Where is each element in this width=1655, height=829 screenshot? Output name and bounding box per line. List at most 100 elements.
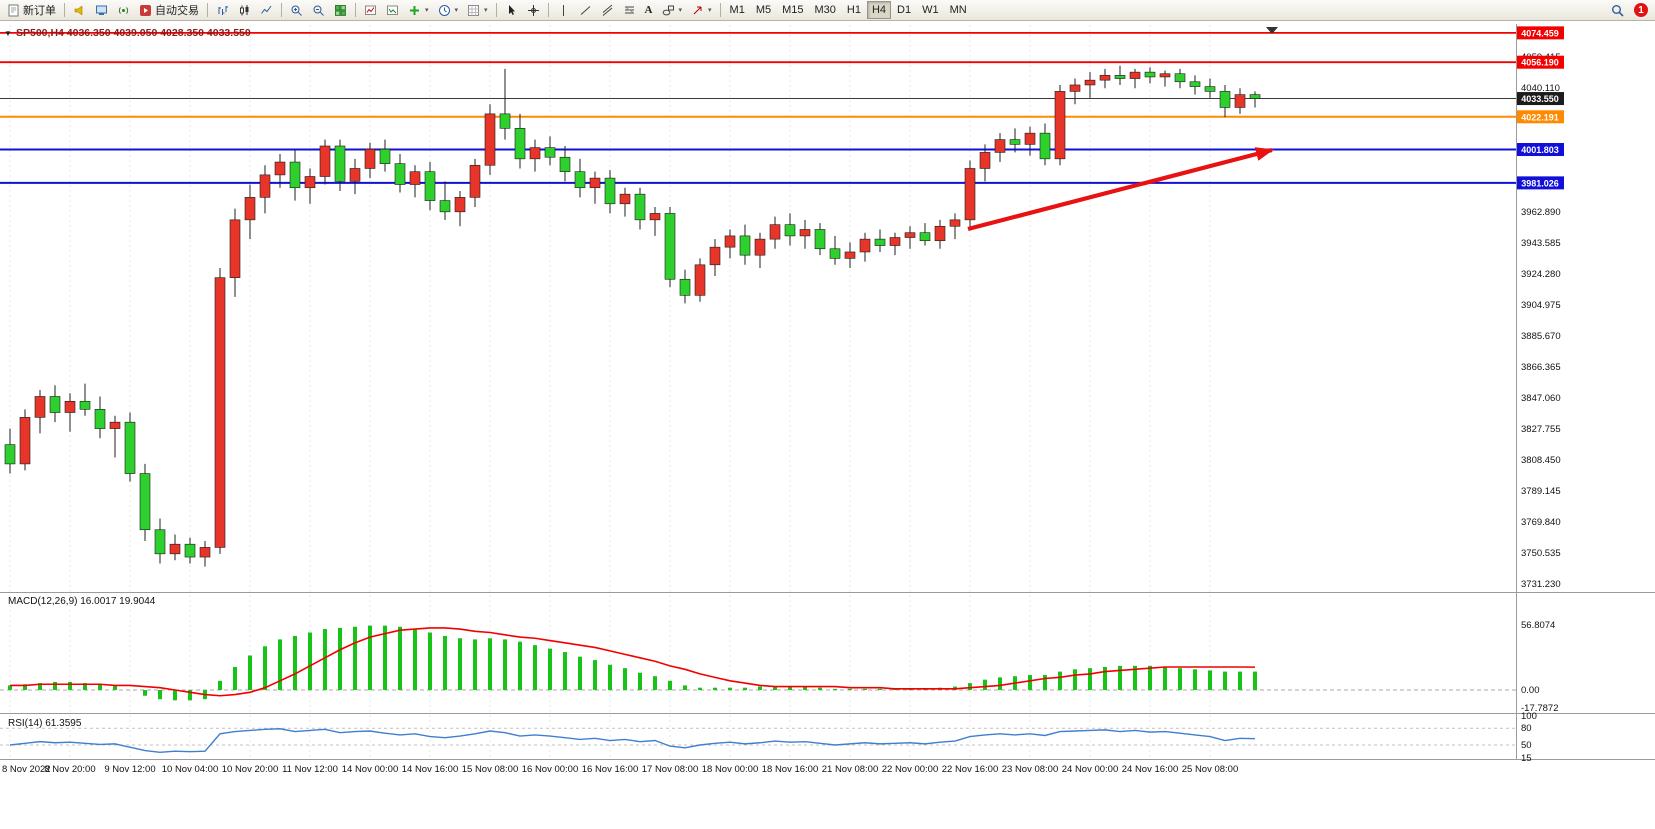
price-tag-label: 4022.191: [1521, 112, 1559, 122]
timeframe-m15[interactable]: M15: [777, 1, 808, 19]
notification-badge[interactable]: 1: [1634, 3, 1648, 17]
price-chart-canvas[interactable]: 4059.4154040.1103962.8903943.5853924.280…: [0, 21, 1655, 824]
zoom-out-button[interactable]: [308, 1, 329, 19]
macd-histogram-bar: [728, 687, 732, 690]
price-tag: [1517, 176, 1564, 190]
axis-label: 3731.230: [1521, 579, 1561, 590]
candle: [304, 176, 316, 189]
chart-shift-marker[interactable]: [1266, 27, 1278, 34]
candle: [94, 409, 106, 429]
time-label: 10 Nov 04:00: [162, 764, 219, 775]
candle: [949, 219, 961, 227]
chevron-down-icon: ▾: [708, 7, 712, 14]
add-indicator-button[interactable]: ▾: [404, 1, 433, 19]
candle: [1114, 75, 1126, 79]
terminal-button[interactable]: [91, 1, 112, 19]
macd-histogram-bar: [1193, 669, 1197, 690]
macd-histogram-bar: [158, 690, 162, 700]
macd-histogram-bar: [263, 646, 267, 690]
autotrade-button[interactable]: 自动交易: [135, 1, 203, 19]
new-order-button[interactable]: 新订单: [3, 1, 60, 19]
axis-label: 3885.670: [1521, 331, 1561, 342]
channel-button[interactable]: [597, 1, 618, 19]
macd-histogram-bar: [758, 686, 762, 690]
macd-histogram-bar: [1103, 667, 1107, 690]
arrow-tool-icon: [693, 6, 702, 14]
crosshair-button[interactable]: [523, 1, 544, 19]
time-label: 24 Nov 00:00: [1062, 764, 1119, 775]
horizontal-level-lines[interactable]: [0, 31, 1516, 184]
trend-arrow-annotation[interactable]: [967, 147, 1274, 232]
timeframe-w1[interactable]: W1: [917, 1, 944, 19]
chevron-down-icon: ▾: [454, 7, 459, 14]
macd-histogram-bar: [1118, 665, 1122, 690]
macd-histogram-bar: [788, 686, 792, 690]
macd-histogram-bar: [668, 680, 672, 690]
macd-histogram-bar: [143, 690, 147, 696]
new-order-label: 新订单: [23, 5, 56, 17]
zoom-in-button[interactable]: [286, 1, 307, 19]
time-label: 9 Nov 12:00: [104, 764, 155, 775]
candle: [694, 264, 706, 296]
macd-histogram-bar: [68, 681, 72, 690]
candle: [754, 238, 766, 256]
search-button[interactable]: [1607, 1, 1628, 19]
price-tag-label: 4056.190: [1521, 58, 1559, 68]
time-label: 11 Nov 12:00: [282, 764, 338, 775]
chart-window[interactable]: 4059.4154040.1103962.8903943.5853924.280…: [0, 21, 1655, 824]
candle: [409, 171, 421, 185]
timeframe-h1[interactable]: H1: [842, 1, 866, 19]
price-tag: [1517, 26, 1564, 40]
fibonacci-icon: [624, 6, 634, 13]
macd-histogram-bar: [488, 638, 492, 690]
price-tag: [1517, 110, 1564, 124]
fibonacci-button[interactable]: [619, 1, 640, 19]
candle: [79, 400, 91, 410]
axis-label: 3827.755: [1521, 424, 1561, 435]
macd-histogram-bar: [578, 656, 582, 690]
macd-histogram-bar: [218, 680, 222, 690]
template-button[interactable]: ▾: [463, 1, 492, 19]
sound-button[interactable]: [69, 1, 90, 19]
timeframe-m5[interactable]: M5: [751, 1, 776, 19]
tile-windows-button[interactable]: [330, 1, 351, 19]
text-tool-button[interactable]: A: [641, 1, 657, 19]
timeframe-h4[interactable]: H4: [866, 1, 892, 19]
timeframe-mn[interactable]: MN: [945, 1, 972, 19]
timeframe-m30[interactable]: M30: [810, 1, 841, 19]
macd-histogram-bar: [818, 687, 822, 690]
bar-chart-button[interactable]: [212, 1, 233, 19]
macd-histogram-bar: [983, 679, 987, 690]
data-window-button[interactable]: [382, 1, 403, 19]
macd-histogram-bar: [698, 687, 702, 690]
timeframe-d1[interactable]: D1: [892, 1, 916, 19]
vertical-line-button[interactable]: [553, 1, 574, 19]
price-tag: [1517, 92, 1564, 106]
macd-label: MACD(12,26,9) 16.0017 19.9044: [8, 596, 156, 607]
trendline-button[interactable]: [575, 1, 596, 19]
cursor-button[interactable]: [501, 1, 522, 19]
candlestick-chart-button[interactable]: [234, 1, 255, 19]
indicators-window-button[interactable]: [360, 1, 381, 19]
arrow-tool-button[interactable]: ▾: [687, 1, 716, 19]
macd-histogram-bar: [1073, 669, 1077, 690]
period-menu-button[interactable]: ▾: [434, 1, 463, 19]
price-tag-label: 4001.803: [1521, 145, 1559, 155]
line-chart-icon: [261, 5, 272, 14]
shapes-button[interactable]: ▾: [658, 1, 687, 19]
candle: [349, 168, 361, 182]
axis-label: 3943.585: [1521, 238, 1561, 249]
macd-histogram-bar: [803, 686, 807, 690]
axis-label: 3750.535: [1521, 548, 1561, 559]
signal-button[interactable]: [113, 1, 134, 19]
time-label: 14 Nov 00:00: [342, 764, 399, 775]
candle: [154, 529, 166, 555]
line-chart-button[interactable]: [256, 1, 277, 19]
timeframe-m1[interactable]: M1: [725, 1, 750, 19]
candle: [529, 147, 541, 160]
candle: [994, 139, 1006, 153]
candle: [244, 197, 256, 221]
macd-histogram-bar: [968, 683, 972, 690]
macd-histogram-bar: [1253, 671, 1257, 690]
